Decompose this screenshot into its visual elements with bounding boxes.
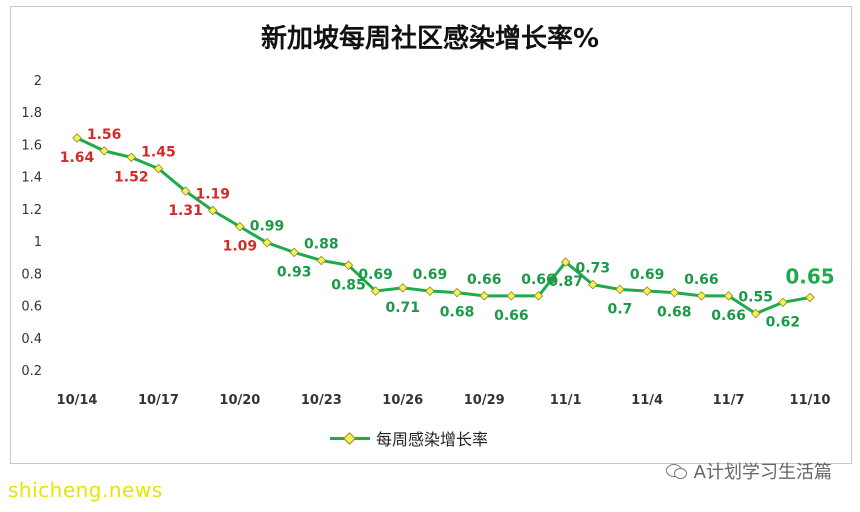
x-tick-label: 11/4 [631,393,663,408]
x-tick-label: 10/20 [219,393,260,408]
chart-title: 新加坡每周社区感染增长率% [260,24,600,54]
data-point-marker [452,287,462,298]
data-point-marker [207,205,218,216]
data-point-marker [180,186,191,196]
data-label: 0.65 [785,265,834,289]
data-label: 0.73 [576,261,611,277]
data-label: 0.85 [331,277,366,293]
data-point-marker [533,291,544,301]
data-label: 0.68 [657,305,692,321]
y-tick-label: 1.2 [21,203,42,218]
data-point-marker [398,283,408,293]
data-point-marker [370,286,381,296]
x-tick-label: 10/29 [464,393,505,408]
data-point-marker [262,237,272,248]
legend-series-marker [330,431,370,445]
data-label: 1.19 [195,187,230,203]
data-label: 0.69 [630,267,665,283]
data-point-marker [506,291,517,301]
data-point-marker [425,286,435,296]
data-label: 1.09 [223,239,258,255]
data-label: 1.64 [60,150,95,166]
y-tick-label: 2 [34,74,42,89]
y-tick-label: 1.6 [21,138,42,153]
data-point-marker [343,260,354,271]
data-point-marker [235,221,245,232]
x-tick-label: 11/7 [713,393,745,408]
y-tick-label: 0.2 [21,364,42,379]
data-label: 0.66 [494,308,529,324]
data-point-marker [289,247,299,258]
data-label: 0.66 [521,272,556,288]
x-tick-label: 10/17 [138,393,179,408]
data-point-marker [805,292,815,303]
y-tick-label: 0.8 [21,267,42,282]
data-label: 0.68 [440,305,475,321]
x-tick-label: 11/1 [550,393,582,408]
data-label: 0.62 [766,314,801,330]
data-point-marker [778,297,788,308]
data-point-marker [479,291,489,301]
y-tick-label: 1.8 [21,106,42,121]
chart-legend: 每周感染增长率 [330,427,488,449]
data-point-marker [99,146,109,156]
x-tick-label: 10/23 [301,393,342,408]
data-point-marker [588,279,598,290]
data-label: 0.99 [250,219,285,235]
data-point-marker [316,255,327,266]
data-point-marker [72,133,82,143]
data-point-marker [642,286,652,296]
data-label: 0.66 [467,272,502,288]
data-label: 0.71 [386,300,421,316]
data-label: 0.66 [684,272,719,288]
data-point-marker [696,291,707,301]
data-label: 1.45 [141,145,176,161]
data-label: 0.93 [277,264,312,280]
account-watermark: A计划学习生活篇 [665,458,832,484]
legend-series-label: 每周感染增长率 [376,430,489,449]
data-point-marker [126,152,137,163]
y-tick-label: 1 [34,235,42,250]
data-point-marker [153,163,164,174]
data-label: 1.52 [114,169,149,185]
chart-frame [10,6,852,464]
y-tick-label: 1.4 [21,171,42,186]
y-tick-label: 0.4 [21,332,42,347]
data-point-marker [723,291,734,301]
wechat-icon [665,462,688,480]
data-point-marker [560,257,571,267]
data-label: 0.69 [358,267,393,283]
data-label: 0.7 [608,301,633,317]
account-name: A计划学习生活篇 [693,462,832,483]
series-line [76,136,811,316]
data-label: 1.56 [87,127,122,143]
data-point-marker [615,284,625,295]
data-label: 1.31 [168,203,203,219]
x-tick-label: 10/26 [382,393,423,408]
data-label: 0.66 [711,308,746,324]
y-tick-label: 0.6 [21,300,42,315]
data-point-marker [669,287,680,298]
data-label: 0.87 [548,274,583,290]
data-label: 0.55 [738,290,773,306]
data-point-marker [750,308,761,319]
source-watermark: shicheng.news [8,478,163,502]
x-tick-label: 11/10 [790,393,831,408]
data-label: 0.88 [304,236,339,252]
x-tick-label: 10/14 [57,393,98,408]
data-label: 0.69 [413,267,448,283]
